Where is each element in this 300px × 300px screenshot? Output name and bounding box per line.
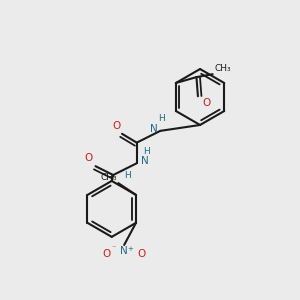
Text: H: H — [124, 171, 131, 180]
Text: CH₃: CH₃ — [100, 173, 117, 182]
Text: O: O — [137, 249, 146, 259]
Text: H: H — [142, 147, 149, 156]
Text: O: O — [202, 98, 211, 108]
Text: +: + — [127, 246, 133, 252]
Text: CH₃: CH₃ — [214, 64, 231, 73]
Text: O: O — [112, 121, 121, 131]
Text: O: O — [84, 153, 93, 163]
Text: H: H — [158, 115, 165, 124]
Text: N: N — [150, 124, 158, 134]
Text: O: O — [103, 249, 111, 259]
Text: N: N — [120, 246, 128, 256]
Text: N: N — [141, 156, 149, 166]
Text: ⁻: ⁻ — [111, 243, 115, 252]
